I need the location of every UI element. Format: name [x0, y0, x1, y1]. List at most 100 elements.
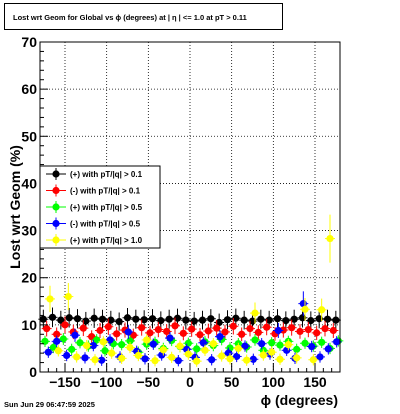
- data-point: [68, 345, 76, 353]
- data-point: [223, 316, 232, 324]
- data-point: [166, 334, 174, 342]
- data-point: [257, 315, 265, 323]
- data-point: [141, 355, 149, 363]
- data-point: [132, 315, 140, 323]
- data-point: [82, 317, 90, 325]
- data-point: [90, 314, 98, 322]
- data-point: [71, 331, 79, 339]
- legend: (+) with pT/|q| > 0.1 (-) with pT/|q| > 0…: [39, 165, 161, 249]
- data-point: [196, 331, 204, 339]
- data-point: [108, 349, 116, 357]
- data-point: [98, 315, 107, 323]
- data-point: [293, 354, 301, 362]
- x-tick-label: 100: [262, 374, 286, 390]
- data-point: [64, 292, 72, 301]
- data-point: [201, 346, 209, 354]
- data-point: [240, 316, 248, 324]
- data-point: [332, 316, 340, 324]
- data-point: [204, 327, 212, 335]
- legend-marker: [52, 170, 60, 178]
- data-point: [268, 339, 276, 347]
- x-tick-label: −50: [136, 374, 160, 390]
- data-point: [213, 324, 221, 332]
- y-tick-label: 10: [21, 317, 37, 333]
- data-point: [104, 323, 112, 331]
- chart-title: Lost wrt Geom for Global vs ϕ (degrees) …: [4, 3, 283, 30]
- data-point: [209, 340, 217, 348]
- y-tick-label: 50: [21, 128, 37, 144]
- data-point: [184, 339, 192, 347]
- data-point: [273, 315, 282, 323]
- data-point: [324, 345, 332, 353]
- data-point: [234, 344, 242, 353]
- series-4: [45, 214, 335, 367]
- data-point: [309, 356, 317, 364]
- data-point: [61, 321, 69, 329]
- data-point: [233, 352, 241, 361]
- y-tick-label: 20: [21, 270, 37, 286]
- data-point: [76, 339, 84, 347]
- x-axis-title: ϕ (degrees): [261, 392, 338, 408]
- data-point: [173, 314, 182, 322]
- data-point: [193, 345, 201, 353]
- data-point: [107, 316, 115, 324]
- data-point: [65, 314, 73, 322]
- data-point: [48, 313, 57, 321]
- legend-label: (+) with pT/|q| > 0.1: [70, 170, 143, 179]
- data-point: [293, 345, 301, 353]
- y-tick-label: 70: [21, 34, 37, 50]
- legend-label: (+) with pT/|q| > 0.5: [70, 203, 143, 212]
- data-point: [151, 357, 159, 365]
- y-tick-label: 40: [21, 175, 37, 191]
- data-point: [301, 305, 309, 313]
- data-point: [188, 325, 196, 333]
- y-tick-label: 60: [21, 81, 37, 97]
- data-point: [296, 327, 304, 336]
- data-point: [276, 341, 284, 349]
- data-point: [53, 330, 61, 338]
- data-point: [46, 295, 54, 303]
- data-point: [89, 342, 97, 350]
- data-point: [208, 356, 216, 364]
- y-axis-title: Lost wrt Geom (%): [7, 145, 23, 269]
- data-point: [246, 325, 254, 333]
- data-point: [83, 342, 91, 350]
- data-point: [57, 316, 65, 324]
- series-0: [38, 307, 341, 332]
- data-point: [316, 353, 324, 361]
- data-point: [79, 324, 87, 332]
- data-point: [63, 351, 71, 360]
- data-point: [276, 355, 284, 363]
- data-point: [232, 314, 240, 322]
- y-tick-label: 30: [21, 223, 37, 239]
- data-point: [226, 355, 234, 363]
- data-point: [159, 346, 167, 354]
- data-point: [81, 354, 89, 362]
- data-point: [124, 328, 132, 336]
- data-point: [123, 314, 132, 322]
- data-point: [134, 351, 142, 360]
- data-point: [318, 338, 326, 346]
- data-point: [301, 339, 309, 347]
- data-point: [182, 316, 190, 324]
- data-point: [284, 341, 292, 349]
- data-point: [308, 342, 316, 351]
- data-point: [258, 340, 266, 348]
- data-point: [154, 325, 162, 334]
- data-point: [171, 322, 179, 330]
- footer-date: Sun Jun 29 06:47:59 2025: [4, 400, 95, 409]
- data-point: [216, 333, 224, 341]
- data-point: [73, 353, 81, 361]
- data-point: [321, 325, 329, 333]
- data-point: [140, 316, 148, 324]
- data-point: [198, 316, 207, 324]
- data-point: [59, 335, 67, 343]
- data-point: [118, 354, 126, 362]
- data-point: [221, 328, 229, 336]
- data-point: [218, 352, 226, 360]
- data-point: [96, 326, 104, 335]
- data-point: [248, 317, 257, 325]
- data-point: [288, 324, 296, 332]
- data-point: [243, 356, 251, 364]
